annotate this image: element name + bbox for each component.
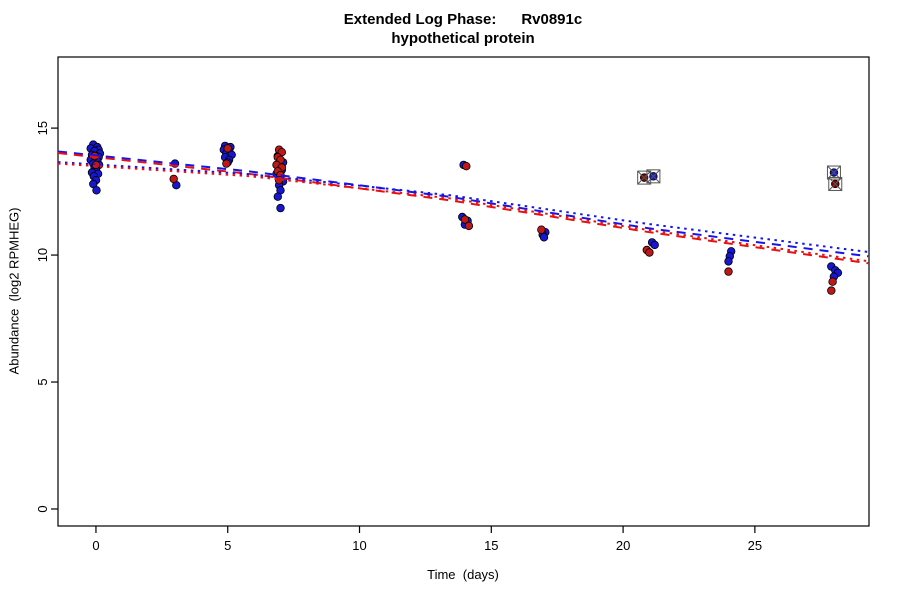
red-data-point [537, 225, 546, 234]
x-tick-label: 20 [616, 538, 630, 553]
red-data-point [724, 267, 733, 276]
red-data-point [223, 144, 232, 153]
trend-red-dashed [57, 152, 869, 265]
red-data-point [222, 159, 231, 168]
y-tick-label: 5 [35, 378, 50, 385]
y-tick-label: 0 [35, 505, 50, 512]
chart-title: Extended Log Phase: Rv0891c [343, 11, 583, 28]
chart-subtitle: hypothetical protein [391, 30, 535, 47]
red-data-point [169, 174, 178, 184]
blue-data-point [650, 240, 659, 250]
x-tick-label: 5 [224, 538, 231, 553]
y-tick-label: 15 [35, 121, 50, 135]
red-data-point [645, 248, 654, 257]
blue-data-point [273, 192, 282, 201]
marked-point-square [826, 165, 841, 180]
marked-point-cross [646, 169, 661, 184]
blue-data-point [539, 233, 549, 242]
marked-point-cross [637, 170, 652, 185]
y-tick-label: 10 [35, 248, 50, 262]
marked-point-square [646, 169, 661, 184]
trend-blue-dotted [57, 161, 869, 253]
marked-point-cross [828, 177, 843, 191]
x-tick-label: 0 [92, 538, 99, 553]
red-data-point [462, 161, 471, 171]
marked-point-square [828, 176, 843, 191]
red-data-point [460, 215, 470, 224]
blue-data-point [92, 186, 101, 195]
blue-data-point [276, 203, 285, 213]
red-data-point [828, 277, 837, 286]
red-data-point [464, 221, 474, 231]
x-tick-label: 15 [484, 538, 498, 553]
x-axis-label: Time (days) [427, 567, 499, 582]
marked-point-cross [827, 165, 841, 180]
red-data-point [827, 286, 836, 295]
x-tick-label: 10 [352, 538, 366, 553]
trend-red-dotted [57, 162, 869, 263]
plot-box [57, 56, 870, 527]
x-tick-label: 25 [748, 538, 762, 553]
blue-data-point [724, 257, 733, 266]
